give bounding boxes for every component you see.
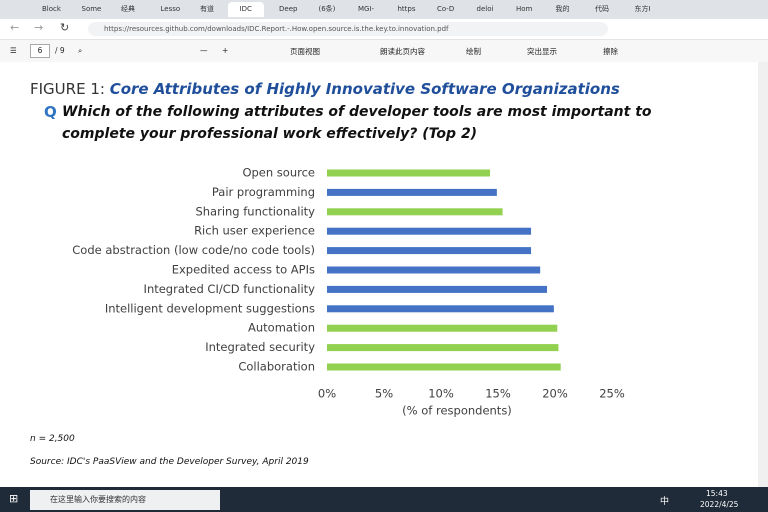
category-label: Rich user experience xyxy=(194,224,315,238)
page-count: / 9 xyxy=(55,46,65,55)
x-tick-label: 15% xyxy=(485,387,511,401)
browser-tab[interactable]: 有道 xyxy=(200,5,214,13)
category-label: Open source xyxy=(242,166,315,180)
taskbar-search[interactable]: 在这里输入你要搜索的内容 xyxy=(30,490,220,510)
browser-tab[interactable]: Some xyxy=(81,5,102,13)
x-tick-label: 20% xyxy=(542,387,568,401)
browser-tab[interactable]: Hom xyxy=(516,5,533,13)
draw-button[interactable]: 绘制 xyxy=(466,47,481,56)
browser-tab[interactable]: https xyxy=(397,5,416,13)
reload-icon[interactable]: ↻ xyxy=(60,21,70,34)
category-label: Intelligent development suggestions xyxy=(105,301,315,315)
erase-button[interactable]: 擦除 xyxy=(603,47,618,56)
x-tick-label: 0% xyxy=(318,387,336,401)
zoom-out[interactable]: — xyxy=(200,46,208,55)
category-label: Integrated CI/CD functionality xyxy=(144,282,316,296)
category-label: Automation xyxy=(248,321,315,335)
category-label: Sharing functionality xyxy=(195,204,315,218)
zoom-in[interactable]: + xyxy=(222,46,229,55)
source-note: Source: IDC's PaaSView and the Developer… xyxy=(30,457,309,467)
bar xyxy=(327,169,491,177)
category-label: Expedited access to APIs xyxy=(172,263,315,277)
back-icon[interactable]: ← xyxy=(10,21,20,34)
figure-title: Core Attributes of Highly Innovative Sof… xyxy=(109,80,620,98)
browser-tab[interactable]: 我的 xyxy=(555,5,570,13)
figure-heading: FIGURE 1: Core Attributes of Highly Inno… xyxy=(30,80,620,98)
sample-size: n = 2,500 xyxy=(30,434,75,444)
highlight-button[interactable]: 突出显示 xyxy=(527,47,557,56)
chart: (% of respondents) 0% 5% 10% 15% 20% 25% Open … xyxy=(72,166,625,418)
browser-tab[interactable]: Block xyxy=(42,5,61,13)
bar xyxy=(327,227,532,235)
browser-tab[interactable]: 东方I xyxy=(634,5,651,13)
read-aloud-button[interactable]: 朗读此页内容 xyxy=(380,47,425,56)
contents-icon[interactable]: ☰ xyxy=(10,46,17,55)
category-label: Code abstraction (low code/no code tools… xyxy=(72,243,315,257)
bar xyxy=(327,305,554,313)
category-label: Collaboration xyxy=(238,360,315,374)
question: Which of the following attributes of dev… xyxy=(62,104,652,142)
browser-tab[interactable]: (6条) xyxy=(318,5,336,13)
browser-tab[interactable]: IDC xyxy=(227,2,264,17)
bar xyxy=(327,208,503,216)
page-view-button[interactable]: 页面视图 xyxy=(290,47,320,56)
bar xyxy=(327,247,532,255)
x-tick-label: 10% xyxy=(428,387,454,401)
search-icon[interactable]: ⌕ xyxy=(78,46,83,55)
browser-tab[interactable]: deloi xyxy=(476,5,494,13)
browser-tab[interactable]: Deep xyxy=(279,5,298,13)
clock-date[interactable]: 2022/4/25 xyxy=(700,500,739,509)
browser-tab[interactable]: MGI- xyxy=(358,5,375,13)
page-input[interactable]: 6 xyxy=(30,44,50,58)
ime-indicator[interactable]: 中 xyxy=(660,497,670,507)
figure-label: FIGURE 1: xyxy=(30,80,105,98)
browser-tab[interactable]: Lesso xyxy=(160,5,181,13)
tab-strip: Block Some 经典 Lesso 有道 IDC Deep (6条) MGI-https Co… xyxy=(0,0,768,19)
x-axis-label: (% of respondents) xyxy=(402,404,512,418)
url-field[interactable]: https://resources.github.com/downloads/I… xyxy=(88,22,608,36)
pdf-page xyxy=(0,62,758,487)
category-label: Pair programming xyxy=(212,185,315,199)
clock-time[interactable]: 15:43 xyxy=(706,489,728,498)
x-tick-label: 5% xyxy=(375,387,393,401)
bar xyxy=(327,324,558,332)
bar xyxy=(327,285,548,293)
start-button[interactable]: ⊞ xyxy=(9,492,19,505)
browser-tab[interactable]: 代码 xyxy=(595,5,609,13)
x-tick-label: 25% xyxy=(599,387,625,401)
bar xyxy=(327,266,541,274)
bar xyxy=(327,188,497,196)
category-label: Integrated security xyxy=(205,340,315,354)
browser-tab[interactable]: Co-D xyxy=(437,5,455,13)
question-marker: Q xyxy=(44,103,57,121)
forward-icon[interactable]: → xyxy=(34,21,44,34)
bar xyxy=(327,344,559,352)
bar xyxy=(327,363,561,371)
scrollbar[interactable] xyxy=(758,62,768,487)
browser-tab[interactable]: 经典 xyxy=(121,5,135,13)
